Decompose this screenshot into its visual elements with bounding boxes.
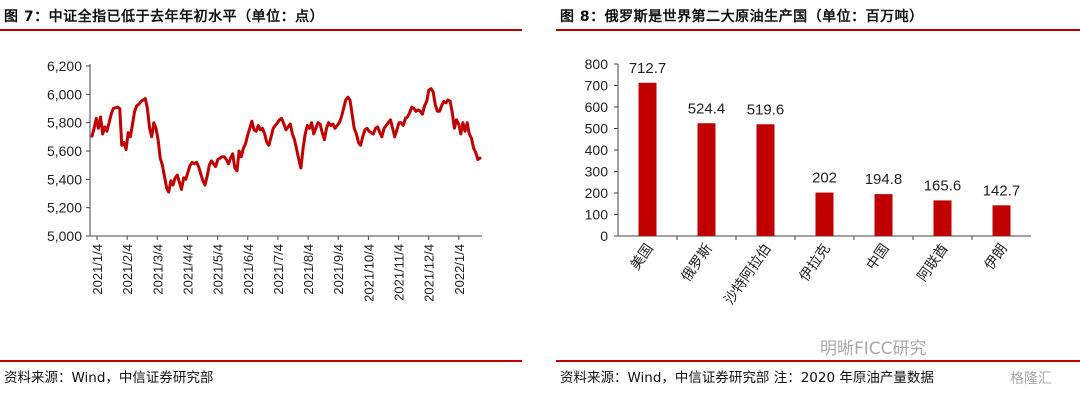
bar-value-label: 519.6	[747, 101, 785, 118]
bar	[933, 200, 952, 236]
y-tick-label: 800	[585, 56, 609, 72]
y-tick-label: 6,200	[47, 58, 82, 74]
x-tick-label: 2021/1/4	[90, 244, 105, 295]
right-source-note: 资料来源：Wind，中信证券研究部 注：2020 年原油产量数据	[560, 370, 934, 386]
left-source-rule	[0, 360, 522, 362]
left-chart-title: 图 7：中证全指已低于去年年初水平（单位：点）	[4, 9, 325, 25]
y-tick-label: 5,200	[47, 200, 82, 216]
bar	[815, 192, 834, 236]
bar	[638, 82, 657, 236]
x-tick-label: 2021/10/4	[361, 244, 376, 302]
y-tick-label: 600	[585, 99, 609, 115]
x-tick-label: 2021/8/4	[301, 244, 316, 295]
left-source-note: 资料来源：Wind，中信证券研究部	[4, 370, 214, 386]
left-chart-panel: 图 7：中证全指已低于去年年初水平（单位：点） 5,000 5,200 5,400 5…	[0, 0, 522, 401]
y-tick-label: 0	[600, 228, 608, 244]
right-title-rule	[556, 29, 1080, 31]
y-tick-label: 400	[585, 142, 609, 158]
y-tick-label: 5,600	[47, 143, 82, 159]
y-tick-label: 5,000	[47, 228, 82, 244]
x-category-label: 伊拉克	[796, 241, 833, 285]
right-chart-title: 图 8：俄罗斯是世界第二大原油生产国（单位：百万吨）	[560, 9, 924, 25]
y-tick-label: 5,400	[47, 171, 82, 187]
y-tick-label: 300	[585, 164, 609, 180]
x-tick-label: 2021/2/4	[120, 244, 135, 295]
x-tick-label: 2021/5/4	[211, 244, 226, 295]
bar	[756, 124, 775, 236]
x-tick-label: 2021/12/4	[422, 244, 437, 302]
x-tick-label: 2021/4/4	[180, 244, 195, 295]
watermark-sub: 格隆汇	[1010, 371, 1052, 387]
right-source-rule	[556, 360, 1080, 362]
y-tick-label: 5,800	[47, 115, 82, 131]
x-category-label: 美国	[627, 241, 656, 273]
x-category-label: 中国	[863, 241, 892, 273]
x-category-label: 俄罗斯	[678, 241, 715, 285]
bar-chart: 0 100 200 300 400 500 600 700 800 712.7 美国 524.4 俄罗斯…	[585, 56, 1031, 308]
y-tick-label: 6,000	[47, 86, 82, 102]
x-tick-label: 2021/7/4	[271, 244, 286, 295]
x-tick-label: 2022/1/4	[452, 244, 467, 295]
y-tick-label: 200	[585, 185, 609, 201]
bar-value-label: 712.7	[629, 60, 667, 77]
x-tick-label: 2021/3/4	[150, 244, 165, 295]
bar-value-label: 165.6	[924, 177, 962, 194]
right-chart-panel: 图 8：俄罗斯是世界第二大原油生产国（单位：百万吨） 0 100 200 300 400…	[556, 0, 1080, 401]
y-tick-label: 500	[585, 121, 609, 137]
x-tick-label: 2021/11/4	[392, 244, 407, 301]
y-tick-label: 700	[585, 78, 609, 94]
bar-value-label: 142.7	[983, 182, 1021, 199]
y-tick-label: 100	[585, 207, 609, 223]
watermark-text: 明晰FICC研究	[820, 339, 927, 359]
bar-value-label: 194.8	[865, 171, 903, 188]
x-tick-label: 2021/6/4	[241, 244, 256, 295]
index-line-series	[90, 87, 482, 194]
bar-value-label: 202	[812, 170, 837, 187]
left-title-rule	[0, 29, 522, 31]
x-category-label: 伊朗	[981, 241, 1010, 273]
bar	[992, 205, 1011, 236]
line-chart: 5,000 5,200 5,400 5,600 5,800 6,000 6,200 2021/…	[47, 58, 482, 302]
bar	[874, 194, 893, 236]
x-tick-label: 2021/9/4	[331, 244, 346, 295]
x-category-label: 阿联酋	[914, 241, 951, 285]
x-category-label: 沙特阿拉伯	[721, 241, 774, 308]
bar	[697, 123, 716, 236]
bar-value-label: 524.4	[688, 100, 726, 117]
